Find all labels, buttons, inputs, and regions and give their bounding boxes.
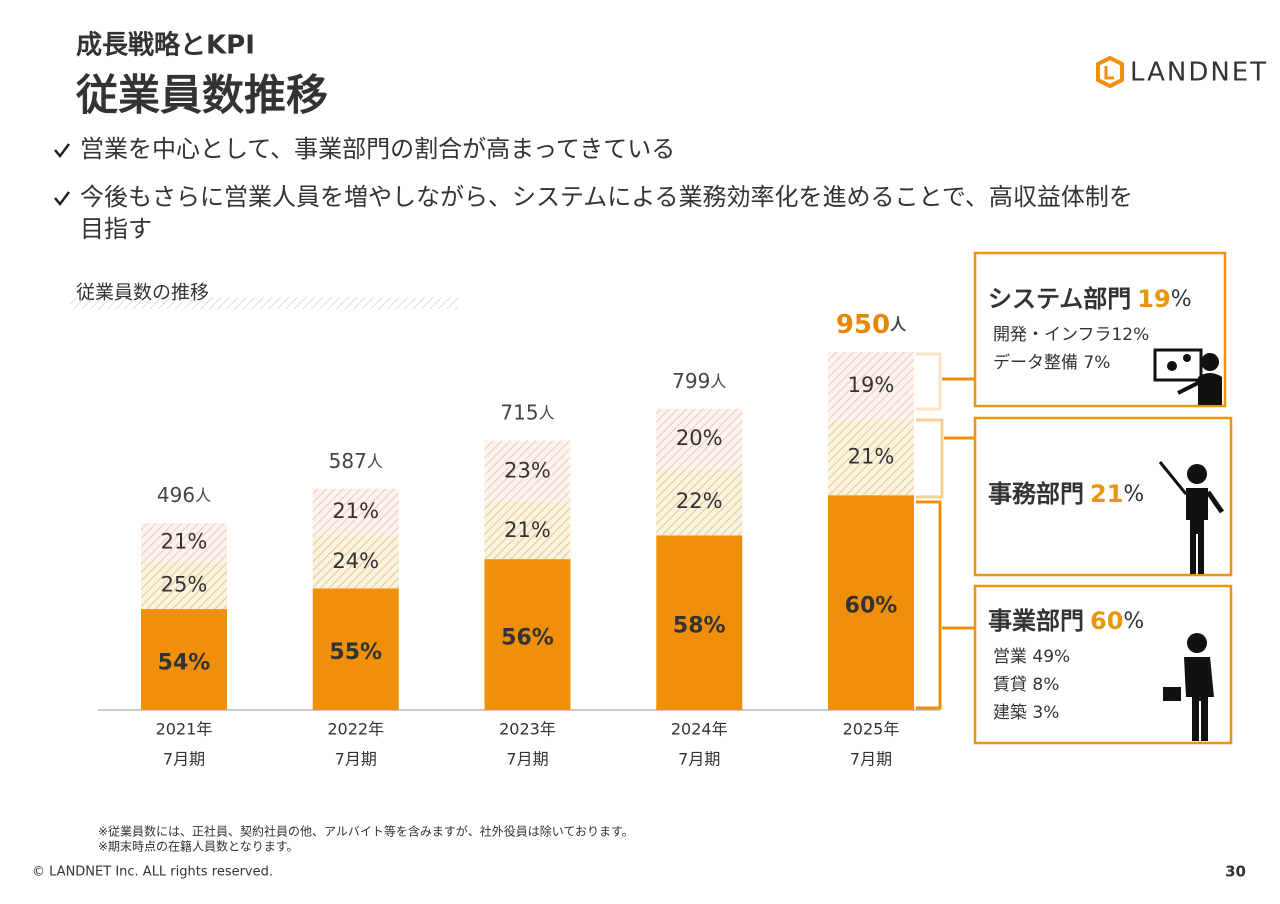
total-unit: 人 bbox=[195, 486, 211, 505]
panel-title: 事業部門 60% bbox=[988, 607, 1144, 635]
bar-segment bbox=[312, 535, 399, 589]
segment-label: 22% bbox=[676, 489, 723, 513]
panel-share: 19 bbox=[1137, 285, 1170, 313]
total-number: 799 bbox=[672, 368, 710, 392]
check-mark bbox=[54, 191, 70, 207]
segment-label: 23% bbox=[504, 459, 551, 483]
panel-name: 事務部門 bbox=[988, 480, 1084, 508]
bar-segment bbox=[141, 523, 227, 563]
bar-segment bbox=[656, 535, 743, 710]
bar-segment bbox=[141, 609, 227, 710]
total-unit: 人 bbox=[890, 315, 907, 334]
panel-name: 事業部門 bbox=[988, 607, 1084, 635]
segment-label: 20% bbox=[676, 426, 723, 450]
x-tick-label: 7月期 bbox=[335, 750, 377, 769]
x-tick-label: 2024年 bbox=[671, 720, 728, 739]
segment-label: 58% bbox=[673, 614, 726, 639]
icon-system bbox=[1153, 348, 1222, 405]
bar-segment bbox=[828, 495, 914, 710]
page-title: 従業員数推移 bbox=[75, 71, 328, 120]
total-label: 950人 bbox=[836, 310, 907, 340]
panel-detail: 賃貸 8% bbox=[993, 675, 1059, 695]
segment-label: 21% bbox=[504, 518, 551, 542]
section-title: 成長戦略とKPI bbox=[76, 30, 255, 61]
segment-label: 24% bbox=[332, 549, 379, 573]
panel-title: 事務部門 21% bbox=[988, 480, 1144, 508]
bar-segment bbox=[312, 588, 399, 710]
total-number: 950 bbox=[836, 310, 890, 340]
logo: LANDNET bbox=[1130, 58, 1268, 88]
segment-label: 21% bbox=[332, 499, 379, 523]
bullet-text: 今後もさらに営業人員を増やしながら、システムによる業務効率化を進めることで、高収… bbox=[80, 183, 1133, 211]
icon-business bbox=[1163, 633, 1214, 741]
segment-label: 25% bbox=[161, 573, 208, 597]
brackets bbox=[916, 352, 975, 710]
panel-detail: 開発・インフラ12% bbox=[993, 325, 1149, 345]
x-tick-label: 2025年 bbox=[843, 720, 900, 739]
x-tick-label: 7月期 bbox=[850, 750, 892, 769]
total-number: 715 bbox=[500, 400, 538, 424]
x-tick-label: 7月期 bbox=[506, 750, 548, 769]
bar-segment bbox=[828, 352, 914, 421]
footnote: ※従業員数には、正社員、契約社員の他、アルバイト等を含みますが、社外役員は除いて… bbox=[98, 824, 634, 839]
segment-label: 55% bbox=[329, 640, 382, 665]
x-tick-label: 2022年 bbox=[327, 720, 384, 739]
bar-segment bbox=[484, 559, 571, 710]
panel-detail: データ整備 7% bbox=[993, 352, 1110, 373]
x-tick-label: 7月期 bbox=[163, 750, 205, 769]
total-unit: 人 bbox=[367, 451, 383, 470]
total-number: 496 bbox=[157, 483, 195, 507]
total-number: 587 bbox=[329, 448, 367, 472]
bullet-text: 目指す bbox=[80, 215, 152, 243]
chart-title: 従業員数の推移 bbox=[76, 282, 209, 304]
panel-title: システム部門 19% bbox=[988, 285, 1192, 313]
segment-label: 19% bbox=[848, 373, 895, 397]
total-unit: 人 bbox=[539, 403, 555, 422]
x-tick-label: 2023年 bbox=[499, 720, 556, 739]
panel-detail: 営業 49% bbox=[993, 647, 1070, 667]
bar-segment bbox=[656, 469, 743, 536]
title-strip bbox=[70, 297, 458, 309]
bar-segment bbox=[141, 562, 227, 610]
x-tick-label: 2021年 bbox=[156, 720, 213, 739]
total-label: 715人 bbox=[500, 400, 554, 424]
total-label: 496人 bbox=[157, 483, 211, 507]
panel-detail: 建築 3% bbox=[993, 703, 1059, 723]
segment-label: 56% bbox=[501, 626, 554, 651]
bar-segment bbox=[484, 502, 571, 560]
panel-unit: % bbox=[1123, 609, 1144, 634]
panel-unit: % bbox=[1123, 482, 1144, 507]
panel-share: 21 bbox=[1090, 480, 1123, 508]
bar-segment bbox=[312, 488, 399, 536]
segment-label: 21% bbox=[161, 530, 208, 554]
footnote: ※期末時点の在籍人員数となります。 bbox=[98, 839, 299, 854]
segment-label: 21% bbox=[848, 445, 895, 469]
panel-share: 60 bbox=[1090, 607, 1123, 635]
copyright: © LANDNET Inc. ALL rights reserved. bbox=[32, 865, 273, 880]
icon-office bbox=[1158, 461, 1225, 574]
bar-segment bbox=[656, 408, 743, 470]
total-unit: 人 bbox=[710, 371, 726, 390]
total-label: 587人 bbox=[329, 448, 383, 472]
bar-segment bbox=[484, 440, 571, 503]
segment-label: 60% bbox=[845, 594, 898, 619]
logo-icon bbox=[1096, 55, 1124, 89]
check-mark bbox=[54, 143, 70, 159]
page-number: 30 bbox=[1225, 863, 1246, 881]
segment-label: 54% bbox=[158, 651, 211, 676]
panel-name: システム部門 bbox=[988, 285, 1131, 313]
bar-segment bbox=[828, 420, 914, 496]
panel-unit: % bbox=[1171, 287, 1192, 312]
total-label: 799人 bbox=[672, 368, 726, 392]
bullet-text: 営業を中心として、事業部門の割合が高まってきている bbox=[80, 135, 675, 163]
x-tick-label: 7月期 bbox=[678, 750, 720, 769]
